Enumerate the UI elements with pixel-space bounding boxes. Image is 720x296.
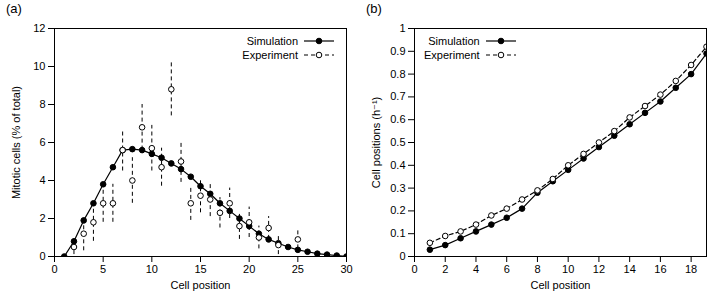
svg-text:18: 18 bbox=[685, 263, 697, 275]
svg-text:8: 8 bbox=[39, 98, 45, 110]
svg-text:10: 10 bbox=[33, 60, 45, 72]
svg-text:1: 1 bbox=[399, 22, 405, 34]
svg-text:0.8: 0.8 bbox=[390, 68, 405, 80]
html-text:(a): (a) bbox=[6, 1, 22, 16]
html-text:Simulation: Simulation bbox=[246, 35, 298, 47]
svg-text:Cell position: Cell position bbox=[531, 279, 591, 291]
svg-text:5: 5 bbox=[100, 263, 106, 275]
html-text:Experiment: Experiment bbox=[242, 49, 298, 61]
svg-text:12: 12 bbox=[33, 22, 45, 34]
svg-text:Mitotic cells (% of total): Mitotic cells (% of total) bbox=[10, 86, 22, 199]
svg-text:25: 25 bbox=[292, 263, 304, 275]
svg-text:2: 2 bbox=[39, 212, 45, 224]
svg-text:Cell positions (h⁻¹): Cell positions (h⁻¹) bbox=[370, 97, 382, 188]
svg-text:2: 2 bbox=[442, 263, 448, 275]
svg-text:15: 15 bbox=[194, 263, 206, 275]
html-text:(b): (b) bbox=[366, 1, 382, 16]
svg-text:0: 0 bbox=[51, 263, 57, 275]
svg-text:0.6: 0.6 bbox=[390, 113, 405, 125]
svg-text:4: 4 bbox=[39, 174, 45, 186]
svg-text:0.7: 0.7 bbox=[390, 90, 405, 102]
svg-text:0.9: 0.9 bbox=[390, 45, 405, 57]
html-text:Experiment: Experiment bbox=[424, 49, 480, 61]
svg-text:30: 30 bbox=[340, 263, 352, 275]
svg-text:6: 6 bbox=[504, 263, 510, 275]
svg-text:6: 6 bbox=[39, 136, 45, 148]
svg-text:0.4: 0.4 bbox=[390, 159, 405, 171]
svg-text:4: 4 bbox=[473, 263, 479, 275]
svg-text:12: 12 bbox=[593, 263, 605, 275]
svg-text:8: 8 bbox=[534, 263, 540, 275]
svg-text:20: 20 bbox=[243, 263, 255, 275]
svg-text:10: 10 bbox=[146, 263, 158, 275]
html-text:Simulation: Simulation bbox=[428, 35, 480, 47]
svg-text:10: 10 bbox=[562, 263, 574, 275]
svg-text:0: 0 bbox=[411, 263, 417, 275]
svg-text:0: 0 bbox=[399, 250, 405, 262]
svg-text:0: 0 bbox=[39, 250, 45, 262]
svg-text:0.5: 0.5 bbox=[390, 136, 405, 148]
svg-text:14: 14 bbox=[624, 263, 636, 275]
svg-text:16: 16 bbox=[654, 263, 666, 275]
svg-text:0.3: 0.3 bbox=[390, 182, 405, 194]
svg-text:Cell position: Cell position bbox=[171, 279, 231, 291]
svg-text:0.2: 0.2 bbox=[390, 204, 405, 216]
svg-text:0.1: 0.1 bbox=[390, 227, 405, 239]
